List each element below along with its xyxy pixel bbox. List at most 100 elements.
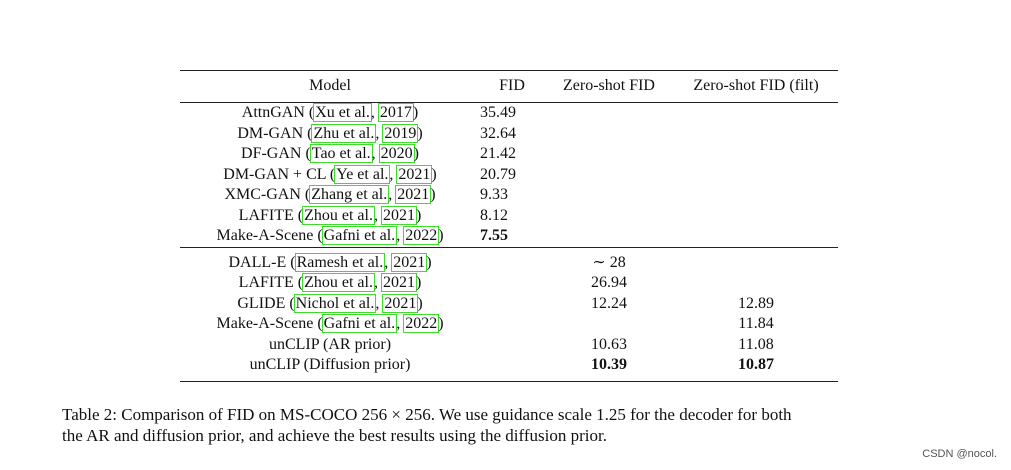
zero-shot-fid-cell — [544, 226, 674, 247]
citation-link[interactable]: Gafni et al. — [321, 226, 398, 245]
header-zero-shot-fid-filt: Zero-shot FID (filt) — [674, 70, 838, 103]
fid-cell — [480, 355, 544, 382]
model-name: unCLIP (Diffusion prior) — [249, 356, 411, 373]
zero-shot-fid-cell: 26.94 — [591, 274, 627, 291]
fid-cell: 35.49 — [480, 104, 516, 121]
fid-cell — [480, 335, 544, 356]
citation-link[interactable]: Xu et al. — [313, 103, 372, 122]
zero-shot-fid-filt-cell: 11.08 — [738, 335, 774, 353]
zero-shot-fid-filt-cell — [674, 103, 838, 124]
zero-shot-fid-cell: ∼ 28 — [544, 246, 674, 273]
header-zero-shot-fid: Zero-shot FID — [544, 70, 674, 103]
zero-shot-fid-filt-cell — [674, 165, 838, 186]
zero-shot-fid-filt-cell — [674, 226, 838, 247]
results-table: Model FID Zero-shot FID Zero-shot FID (f… — [180, 70, 838, 382]
citation-year-link[interactable]: 2021 — [380, 273, 417, 292]
citation-link[interactable]: Gafni et al. — [321, 314, 398, 333]
citation-link[interactable]: Ye et al. — [334, 164, 391, 184]
fid-cell — [480, 314, 544, 335]
model-cell: XMC-GAN (Zhang et al., 2021) — [224, 185, 436, 204]
citation-link[interactable]: Tao et al. — [309, 144, 373, 163]
citation-year-link[interactable]: 2022 — [403, 226, 440, 245]
model-name: GLIDE — [237, 294, 286, 312]
citation-link[interactable]: Zhang et al. — [309, 185, 390, 204]
model-cell: Make-A-Scene (Gafni et al., 2022) — [216, 314, 444, 333]
citation-link[interactable]: Nichol et al. — [293, 293, 377, 313]
zero-shot-fid-filt-cell — [674, 246, 838, 273]
model-cell: Make-A-Scene (Gafni et al., 2022) — [216, 226, 444, 245]
zero-shot-fid-filt-cell — [674, 144, 838, 165]
fid-cell — [480, 273, 544, 294]
model-cell: DM-GAN + CL (Ye et al., 2021) — [223, 164, 437, 184]
zero-shot-fid-cell — [544, 314, 674, 335]
model-cell: LAFITE (Zhou et al., 2021) — [238, 273, 422, 292]
zero-shot-fid-cell — [544, 185, 674, 206]
zero-shot-fid-filt-cell — [674, 185, 838, 206]
fid-cell — [480, 294, 544, 315]
model-cell: GLIDE (Nichol et al., 2021) — [237, 293, 423, 313]
citation-link[interactable]: Zhu et al. — [311, 123, 377, 143]
model-cell: AttnGAN (Xu et al., 2017) — [241, 103, 419, 122]
citation-link[interactable]: Ramesh et al. — [294, 252, 386, 272]
header-fid: FID — [480, 70, 544, 103]
table-row: DF-GAN (Tao et al., 2020) 21.42 — [180, 144, 838, 165]
zero-shot-fid-cell — [544, 144, 674, 165]
zero-shot-fid-filt-cell: 12.89 — [738, 294, 774, 312]
model-cell: LAFITE (Zhou et al., 2021) — [238, 205, 422, 225]
zero-shot-fid-filt-cell-best: 10.87 — [674, 355, 838, 382]
zero-shot-fid-filt-cell — [674, 206, 838, 227]
zero-shot-fid-cell: 12.24 — [591, 294, 627, 312]
table-row: DM-GAN + CL (Ye et al., 2021) 20.79 — [180, 164, 838, 186]
model-cell: DM-GAN (Zhu et al., 2019) — [237, 123, 423, 143]
table-caption: Table 2: Comparison of FID on MS-COCO 25… — [62, 404, 962, 446]
citation-year-link[interactable]: 2021 — [382, 293, 419, 313]
model-name: LAFITE — [238, 206, 294, 224]
citation-year-link[interactable]: 2021 — [380, 205, 417, 225]
table-row: unCLIP (Diffusion prior) 10.39 10.87 — [180, 355, 838, 382]
model-name: DALL-E — [228, 253, 287, 271]
zero-shot-fid-cell — [544, 206, 674, 227]
model-cell: DF-GAN (Tao et al., 2020) — [241, 144, 419, 163]
model-name: XMC-GAN — [224, 186, 301, 203]
zero-shot-fid-filt-cell: 11.84 — [738, 315, 774, 332]
citation-year-link[interactable]: 2019 — [382, 123, 419, 143]
zero-shot-fid-filt-cell — [674, 124, 838, 145]
citation-year-link[interactable]: 2017 — [377, 103, 414, 122]
table-row: GLIDE (Nichol et al., 2021) 12.24 12.89 — [180, 293, 838, 315]
table-row: Make-A-Scene (Gafni et al., 2022) 11.84 — [180, 314, 838, 335]
citation-link[interactable]: Zhou et al. — [302, 273, 375, 292]
zero-shot-fid-cell — [544, 103, 674, 124]
citation-year-link[interactable]: 2021 — [396, 164, 433, 184]
fid-cell: 32.64 — [480, 124, 516, 142]
table-row: Make-A-Scene (Gafni et al., 2022) 7.55 — [180, 226, 838, 247]
citation-year-link[interactable]: 2020 — [378, 144, 415, 163]
model-name: unCLIP (AR prior) — [268, 335, 392, 353]
zero-shot-fid-cell — [544, 165, 674, 186]
fid-cell-best: 7.55 — [480, 227, 508, 244]
model-name: AttnGAN — [241, 104, 305, 121]
fid-cell: 9.33 — [480, 186, 508, 203]
model-name: LAFITE — [238, 274, 294, 291]
citation-link[interactable]: Zhou et al. — [302, 205, 375, 225]
model-name: Make-A-Scene — [216, 315, 314, 332]
citation-year-link[interactable]: 2021 — [395, 185, 432, 204]
table-row: DALL-E (Ramesh et al., 2021) ∼ 28 — [180, 246, 838, 273]
zero-shot-fid-cell: 10.63 — [591, 335, 627, 353]
fid-cell: 21.42 — [480, 145, 516, 162]
watermark: CSDN @nocol. — [922, 448, 997, 460]
model-name: Make-A-Scene — [216, 227, 314, 244]
model-cell: DALL-E (Ramesh et al., 2021) — [180, 246, 480, 273]
caption-line-1: Table 2: Comparison of FID on MS-COCO 25… — [62, 405, 792, 424]
table-row: XMC-GAN (Zhang et al., 2021) 9.33 — [180, 185, 838, 206]
table-row: AttnGAN (Xu et al., 2017) 35.49 — [180, 103, 838, 124]
header-row: Model FID Zero-shot FID Zero-shot FID (f… — [180, 70, 838, 103]
table-row: unCLIP (AR prior) 10.63 11.08 — [180, 335, 838, 356]
model-name: DM-GAN + CL — [223, 165, 326, 183]
table-row: LAFITE (Zhou et al., 2021) 26.94 — [180, 273, 838, 294]
citation-year-link[interactable]: 2021 — [391, 252, 428, 272]
model-name: DF-GAN — [241, 145, 302, 162]
fid-cell: 20.79 — [480, 165, 516, 183]
table-row: DM-GAN (Zhu et al., 2019) 32.64 — [180, 123, 838, 145]
citation-year-link[interactable]: 2022 — [403, 314, 440, 333]
fid-cell: 8.12 — [480, 206, 508, 224]
